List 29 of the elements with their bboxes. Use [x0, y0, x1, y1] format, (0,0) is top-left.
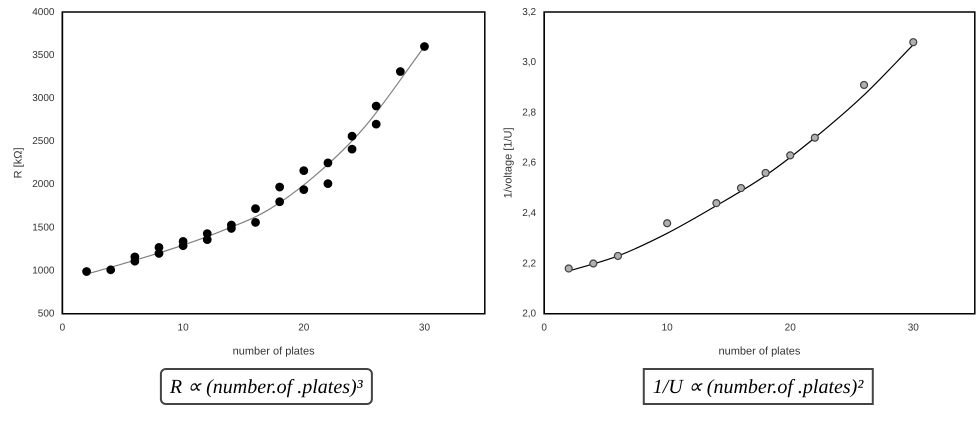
x-tick-label: 10 [178, 322, 190, 334]
y-tick-label: 2,6 [522, 158, 537, 169]
y-tick-label: 3,0 [522, 57, 537, 68]
y-tick-label: 2,4 [522, 208, 537, 219]
y-tick-label: 2000 [32, 179, 55, 190]
x-tick-label: 10 [662, 322, 674, 334]
x-tick-label: 20 [298, 322, 310, 334]
x-axis-title: number of plates [718, 345, 801, 358]
text: R ∝ (number.of .plates)³ [160, 368, 373, 405]
x-tick-label: 0 [541, 322, 548, 334]
y-tick-label: 2,8 [522, 107, 537, 118]
y-tick-label: 2,2 [522, 258, 537, 270]
x-tick-label: 30 [418, 322, 430, 334]
x-tick-label: 20 [784, 322, 796, 334]
y-tick-label: 1500 [32, 222, 55, 234]
y-tick-label: 3,2 [522, 6, 537, 18]
y-axis-title: R [kΩ] [12, 147, 25, 178]
y-tick-label: 2500 [32, 136, 55, 148]
x-tick-label: 30 [908, 322, 920, 334]
x-tick-label: 0 [60, 322, 66, 334]
y-tick-label: 2,0 [522, 308, 537, 320]
y-tick-label: 500 [38, 308, 55, 320]
y-tick-label: 1000 [32, 265, 55, 276]
text: 1/U ∝ (number.of .plates)² [642, 368, 874, 405]
x-axis-title: number of plates [232, 345, 316, 358]
y-tick-label: 3000 [32, 92, 55, 104]
y-tick-label: 3500 [32, 50, 55, 61]
y-tick-label: 4000 [32, 6, 55, 18]
y-axis-title: 1/voltage [1/U] [502, 127, 515, 198]
